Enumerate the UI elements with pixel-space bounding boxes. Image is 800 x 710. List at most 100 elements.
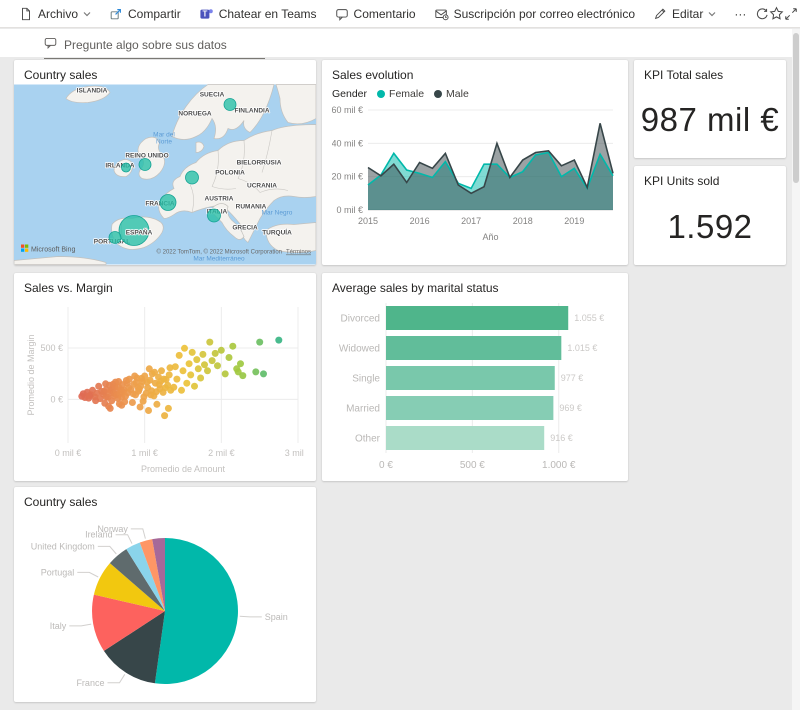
tile-sales-vs-margin[interactable]: Sales vs. Margin 0 mil € 1 mil € 2 mil € 3 …	[14, 273, 316, 481]
svg-text:Married: Married	[346, 404, 380, 415]
tile-title: Sales evolution	[332, 68, 414, 82]
svg-text:Ireland: Ireland	[85, 530, 113, 540]
refresh-button[interactable]	[755, 0, 769, 28]
tile-title: Country sales	[24, 495, 98, 509]
svg-text:2019: 2019	[564, 216, 584, 226]
tile-title: Average sales by marital status	[332, 281, 499, 295]
legend-dot	[377, 90, 386, 98]
svg-text:Mar Mediterráneo: Mar Mediterráneo	[193, 256, 245, 263]
scrollbar[interactable]	[792, 29, 800, 710]
svg-text:Spain: Spain	[265, 612, 288, 622]
tile-kpi-units-sold[interactable]: KPI Units sold 1.592	[634, 166, 786, 265]
svg-text:60 mil €: 60 mil €	[332, 105, 363, 115]
toolbar: Archivo Compartir T Chatear en Teams Com…	[0, 0, 800, 28]
tile-sales-evolution[interactable]: Sales evolution Gender Female Male 0 mil …	[322, 60, 628, 265]
svg-text:2016: 2016	[410, 216, 430, 226]
svg-text:POLONIA: POLONIA	[215, 170, 245, 177]
svg-text:3 mil €: 3 mil €	[285, 448, 306, 458]
chevron-down-icon	[83, 10, 91, 18]
sales-evolution-chart: 0 mil € 20 mil € 40 mil € 60 mil € 2015 2016 2…	[332, 105, 614, 242]
svg-text:1.015 €: 1.015 €	[567, 343, 597, 353]
email-subscription-label: Suscripción por correo electrónico	[453, 6, 635, 21]
svg-text:Año: Año	[482, 232, 498, 242]
svg-text:SUECIA: SUECIA	[200, 92, 225, 99]
legend-item-female[interactable]: Female	[377, 88, 424, 100]
legend-item-male[interactable]: Male	[434, 88, 469, 100]
svg-text:NORUEGA: NORUEGA	[178, 111, 212, 118]
svg-text:0 mil €: 0 mil €	[55, 448, 82, 458]
email-subscription-icon	[434, 7, 449, 21]
share-button[interactable]: Compartir	[100, 0, 190, 28]
svg-text:Single: Single	[352, 374, 380, 385]
teams-chat-label: Chatear en Teams	[218, 6, 317, 21]
qna-input[interactable]: Pregunte algo sobre sus datos	[44, 34, 265, 59]
file-menu-button[interactable]: Archivo	[10, 0, 100, 28]
svg-text:© 2022 TomTom, © 2022 Microsof: © 2022 TomTom, © 2022 Microsoft Corporat…	[157, 249, 282, 256]
tile-average-sales-marital[interactable]: Average sales by marital status 0 € 500 €…	[322, 273, 628, 481]
svg-text:500 €: 500 €	[40, 343, 63, 353]
svg-text:977 €: 977 €	[561, 373, 584, 383]
edit-menu-label: Editar	[672, 6, 704, 21]
tile-country-sales-map[interactable]: Country sales Mar del Norte Mar Negro Mar M…	[14, 60, 316, 265]
svg-text:Términos: Términos	[286, 250, 311, 256]
favorite-star-button[interactable]	[769, 0, 784, 28]
svg-text:Italy: Italy	[50, 621, 67, 631]
svg-text:France: France	[76, 678, 104, 688]
legend-title: Gender	[332, 88, 368, 100]
svg-text:2015: 2015	[358, 216, 378, 226]
tile-title: KPI Units sold	[644, 174, 720, 188]
svg-text:ESPAÑA: ESPAÑA	[126, 228, 153, 237]
svg-text:Divorced: Divorced	[341, 314, 380, 325]
svg-text:Microsoft Bing: Microsoft Bing	[31, 247, 75, 254]
svg-text:20 mil €: 20 mil €	[332, 172, 363, 182]
svg-text:916 €: 916 €	[550, 433, 573, 443]
svg-text:UCRANIA: UCRANIA	[247, 183, 277, 190]
svg-text:1.055 €: 1.055 €	[574, 313, 604, 323]
svg-text:Portugal: Portugal	[41, 567, 75, 577]
svg-text:Norte: Norte	[156, 139, 172, 146]
svg-text:FINLANDIA: FINLANDIA	[234, 108, 269, 115]
svg-text:0 €: 0 €	[379, 460, 393, 471]
svg-text:1 mil €: 1 mil €	[131, 448, 158, 458]
fullscreen-button[interactable]	[784, 0, 798, 28]
chevron-down-icon	[708, 10, 716, 18]
svg-text:AUSTRIA: AUSTRIA	[205, 196, 234, 203]
edit-menu-button[interactable]: Editar	[644, 0, 725, 28]
qna-strip: Pregunte algo sobre sus datos	[0, 29, 800, 59]
teams-icon: T	[199, 6, 214, 21]
svg-text:BIELORRUSIA: BIELORRUSIA	[237, 160, 282, 167]
more-options-button[interactable]: ···	[734, 6, 747, 21]
scrollbar-thumb[interactable]	[793, 33, 799, 183]
comment-icon	[335, 7, 349, 21]
file-icon	[19, 7, 33, 21]
svg-text:GRECIA: GRECIA	[232, 225, 258, 232]
tile-kpi-total-sales[interactable]: KPI Total sales 987 mil €	[634, 60, 786, 158]
svg-text:969 €: 969 €	[559, 403, 582, 413]
svg-text:1.000 €: 1.000 €	[542, 460, 576, 471]
svg-text:500 €: 500 €	[460, 460, 485, 471]
tile-country-sales-pie[interactable]: Country sales Spain France Italy Portugal Un…	[14, 487, 316, 702]
evolution-legend: Gender Female Male	[322, 84, 628, 100]
svg-text:ISLANDIA: ISLANDIA	[77, 88, 108, 95]
svg-text:Promedio de Margin: Promedio de Margin	[26, 334, 36, 415]
qna-speech-bubble-icon	[44, 36, 57, 54]
tile-title: KPI Total sales	[644, 68, 724, 82]
email-subscription-button[interactable]: Suscripción por correo electrónico	[425, 0, 644, 28]
qna-placeholder: Pregunte algo sobre sus datos	[64, 38, 227, 52]
svg-text:Promedio de Amount: Promedio de Amount	[141, 464, 226, 474]
file-menu-label: Archivo	[38, 6, 79, 21]
svg-text:IRLANDA: IRLANDA	[105, 163, 135, 170]
svg-text:2 mil €: 2 mil €	[208, 448, 235, 458]
svg-text:0 mil €: 0 mil €	[336, 205, 363, 215]
svg-text:0 €: 0 €	[50, 394, 63, 404]
tile-title: Country sales	[24, 68, 98, 82]
svg-text:Mar del: Mar del	[153, 132, 175, 139]
svg-text:40 mil €: 40 mil €	[332, 138, 363, 148]
teams-chat-button[interactable]: T Chatear en Teams	[190, 0, 326, 28]
comment-button[interactable]: Comentario	[326, 0, 425, 28]
average-sales-marital-chart: 0 € 500 € 1.000 € Divorced 1.055 € Widowed 1.0…	[339, 303, 604, 471]
svg-text:Widowed: Widowed	[339, 344, 380, 355]
sales-vs-margin-chart: 0 mil € 1 mil € 2 mil € 3 mil € 0 € 500 € Prom…	[26, 307, 306, 474]
svg-text:RUMANIA: RUMANIA	[236, 204, 267, 211]
